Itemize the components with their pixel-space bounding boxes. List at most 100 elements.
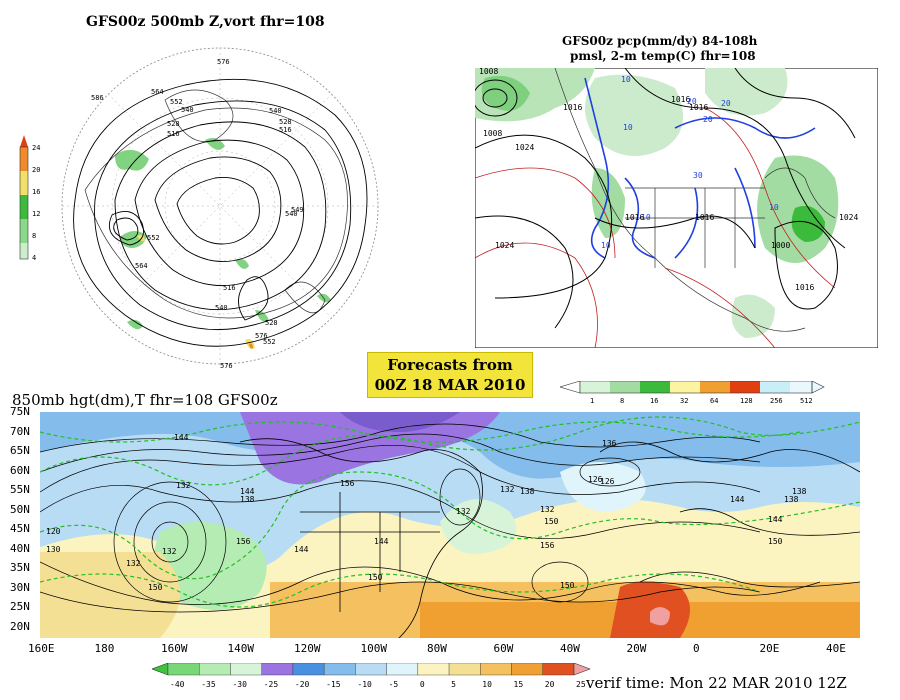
lat-label: 40N — [10, 541, 30, 555]
height-label-850: 132 — [126, 559, 141, 568]
temperature-colorbar-tick: 10 — [482, 680, 492, 689]
lon-label: 120W — [294, 642, 321, 655]
temperature-colorbar-band — [355, 663, 387, 676]
isobar-label: 1008 — [483, 129, 502, 138]
temperature-colorbar-band — [386, 663, 419, 676]
temp-label-2m: 10 — [601, 241, 611, 250]
lat-label: 35N — [10, 561, 30, 574]
lon-label: 160E — [28, 642, 55, 655]
precip-colorbar-tick: 64 — [710, 397, 718, 405]
temperature-colorbar-band — [323, 663, 356, 676]
colorbar-500-tick: 24 — [32, 144, 40, 152]
lat-label: 30N — [10, 580, 30, 594]
temp-label-2m: 20 — [687, 97, 697, 106]
height-label-850: 150 — [368, 573, 383, 582]
temperature-colorbar-tick: -5 — [389, 680, 399, 689]
height-label-850: 144 — [174, 433, 189, 442]
temperature-colorbar-tick: 20 — [545, 680, 555, 689]
lat-label: 55N — [10, 483, 30, 496]
temperature-colorbar-band — [199, 663, 231, 676]
height-label-850: 150 — [544, 517, 559, 526]
verif-time: verif time: Mon 22 MAR 2010 12Z — [586, 674, 847, 692]
polar-map-500mb: 5765645525405285165865405285165405495525… — [61, 47, 379, 370]
height-label-850: 132 — [162, 547, 177, 556]
contour-label-500: 552 — [147, 234, 160, 242]
contour-label-500: 528 — [265, 319, 278, 327]
temp-label-2m: 10 — [623, 123, 633, 132]
height-label-850: 150 — [560, 581, 575, 590]
precip-colorbar-tick: 1 — [590, 397, 594, 405]
temperature-colorbar-band — [480, 663, 512, 676]
height-label-850: 132 — [540, 505, 555, 514]
lon-label: 20W — [626, 642, 647, 655]
height-label-850: 144 — [240, 487, 255, 496]
lat-label: 60N — [10, 463, 30, 477]
contour-label-500: 528 — [279, 118, 292, 126]
colorbar-500-tick: 20 — [32, 166, 40, 174]
temperature-contours-850 — [40, 416, 860, 608]
colorbar-500-tick: 4 — [32, 254, 36, 262]
precip-colorbar-tick: 256 — [770, 397, 783, 405]
lat-label: 45N — [10, 522, 30, 535]
height-label-850: 126 — [600, 477, 615, 486]
panel-precip-title-line2: pmsl, 2-m temp(C) fhr=108 — [570, 49, 756, 63]
forecast-badge-line2: 00Z 18 MAR 2010 — [374, 376, 526, 394]
precip-shading — [475, 68, 839, 338]
temp-label-2m: 10 — [641, 213, 651, 222]
temperature-colorbar-band — [230, 663, 262, 676]
colorbar-500-tick: 16 — [32, 188, 40, 196]
lon-label: 80W — [427, 642, 447, 655]
isobars — [475, 68, 856, 329]
height-label-850: 150 — [768, 537, 783, 546]
height-label-850: 138 — [792, 487, 807, 496]
colorbar-500-tick: 12 — [32, 210, 40, 218]
temperature-colorbar-tick: 5 — [451, 680, 456, 689]
temperature-colorbar-band — [417, 663, 450, 676]
height-label-850: 138 — [240, 495, 255, 504]
precip-colorbar: 1 8 16 32 64 128 256 512 — [560, 381, 825, 405]
colorbar-500-tick: 8 — [32, 232, 36, 240]
lon-label: 180 — [94, 642, 115, 655]
contour-label-500: 576 — [217, 58, 230, 66]
temperature-colorbar-tick: -25 — [264, 680, 279, 689]
height-label-850: 132 — [176, 481, 191, 490]
lon-label: 0 — [693, 642, 700, 655]
lat-label: 65N — [10, 444, 30, 457]
contour-label-500: 564 — [135, 262, 148, 270]
forecast-issue-badge: Forecasts from 00Z 18 MAR 2010 — [367, 352, 533, 398]
height-label-850: 132 — [500, 485, 515, 494]
height-label-850: 126 — [588, 475, 603, 484]
contour-label-500: 528 — [167, 120, 180, 128]
temperature-colorbar-tick: -10 — [357, 680, 372, 689]
temperature-colorbar-tick: 0 — [420, 680, 425, 689]
panel-850mb-title: 850mb hgt(dm),T fhr=108 GFS00z — [12, 391, 278, 409]
temperature-colorbar-tick: -40 — [170, 680, 185, 689]
temp-label-2m: 10 — [769, 203, 779, 212]
isobar-label: 1016 — [795, 283, 814, 292]
temp-label-2m: 20 — [703, 115, 713, 124]
temperature-colorbar-tick: 15 — [514, 680, 524, 689]
lat-label: 75N — [10, 405, 30, 418]
contour-label-500: 549 — [291, 206, 304, 214]
contour-label-500: 586 — [91, 94, 104, 102]
lon-label: 100W — [360, 642, 388, 655]
precip-colorbar-tick: 512 — [800, 397, 813, 405]
height-contours — [73, 78, 368, 347]
lon-label: 140W — [227, 642, 255, 655]
isobar-label: 1016 — [689, 103, 708, 112]
precip-colorbar-tick: 8 — [620, 397, 624, 405]
precip-colorbar-tick: 128 — [740, 397, 753, 405]
contour-label-500: 540 — [215, 304, 228, 312]
contour-label-500: 576 — [255, 332, 268, 340]
panel-500mb-title: GFS00z 500mb Z,vort fhr=108 — [86, 14, 325, 30]
lat-label: 50N — [10, 502, 30, 516]
isobar-label: 1024 — [515, 143, 534, 152]
lon-label: 40W — [560, 642, 580, 655]
height-label-850: 136 — [602, 439, 617, 448]
temperature-colorbar-band — [448, 663, 481, 676]
contour-label-500: 540 — [285, 210, 298, 218]
height-label-850: 156 — [236, 537, 251, 546]
lat-label: 20N — [10, 619, 30, 633]
